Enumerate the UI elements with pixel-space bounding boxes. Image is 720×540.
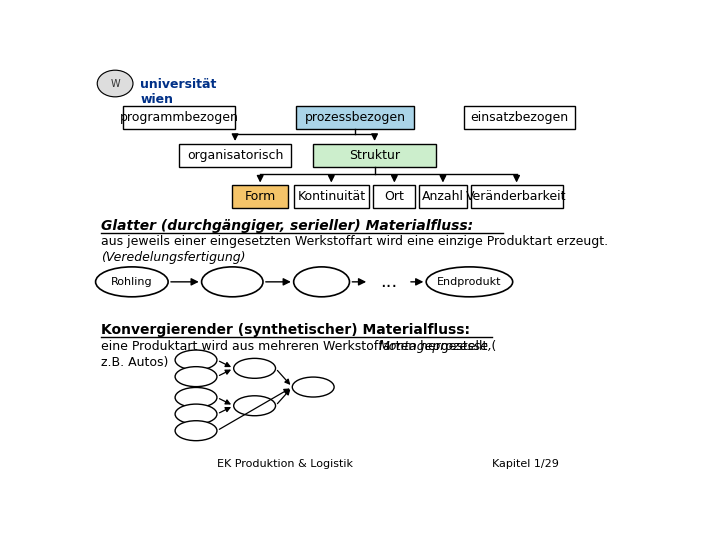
Text: (Veredelungsfertigung): (Veredelungsfertigung) xyxy=(101,251,246,264)
Circle shape xyxy=(97,70,133,97)
Ellipse shape xyxy=(294,267,349,297)
Ellipse shape xyxy=(292,377,334,397)
Text: Ort: Ort xyxy=(384,190,405,204)
Text: Anzahl: Anzahl xyxy=(422,190,464,204)
Ellipse shape xyxy=(202,267,263,297)
Text: Form: Form xyxy=(245,190,276,204)
Text: Montageprozesse,: Montageprozesse, xyxy=(379,340,492,353)
Text: programmbezogen: programmbezogen xyxy=(120,111,239,124)
Text: eine Produktart wird aus mehreren Werkstoffarten hergestellt (: eine Produktart wird aus mehreren Werkst… xyxy=(101,340,496,353)
FancyBboxPatch shape xyxy=(233,185,288,208)
Text: Veränderbarkeit: Veränderbarkeit xyxy=(467,190,567,204)
Ellipse shape xyxy=(175,388,217,407)
Text: aus jeweils einer eingesetzten Werkstoffart wird eine einzige Produktart erzeugt: aus jeweils einer eingesetzten Werkstoff… xyxy=(101,235,608,248)
Text: Endprodukt: Endprodukt xyxy=(437,277,502,287)
Text: Konvergierender (synthetischer) Materialfluss:: Konvergierender (synthetischer) Material… xyxy=(101,323,470,338)
Text: W: W xyxy=(110,78,120,89)
Text: einsatzbezogen: einsatzbezogen xyxy=(471,111,569,124)
Ellipse shape xyxy=(234,359,276,379)
Ellipse shape xyxy=(175,350,217,370)
FancyBboxPatch shape xyxy=(313,144,436,167)
FancyBboxPatch shape xyxy=(179,144,291,167)
Ellipse shape xyxy=(96,267,168,297)
FancyBboxPatch shape xyxy=(124,106,235,129)
Text: z.B. Autos): z.B. Autos) xyxy=(101,356,168,369)
FancyBboxPatch shape xyxy=(374,185,415,208)
FancyBboxPatch shape xyxy=(471,185,562,208)
FancyBboxPatch shape xyxy=(419,185,467,208)
Text: Glatter (durchgängiger, serieller) Materialfluss:: Glatter (durchgängiger, serieller) Mater… xyxy=(101,219,473,233)
Text: ...: ... xyxy=(380,273,397,291)
Text: EK Produktion & Logistik: EK Produktion & Logistik xyxy=(217,459,354,469)
Text: organisatorisch: organisatorisch xyxy=(187,148,283,162)
Text: Kapitel 1/29: Kapitel 1/29 xyxy=(492,459,559,469)
Ellipse shape xyxy=(175,367,217,387)
Text: Rohling: Rohling xyxy=(111,277,153,287)
Text: prozessbezogen: prozessbezogen xyxy=(305,111,405,124)
Ellipse shape xyxy=(234,396,276,416)
Ellipse shape xyxy=(175,421,217,441)
Ellipse shape xyxy=(426,267,513,297)
Text: Struktur: Struktur xyxy=(349,148,400,162)
Text: Kontinuität: Kontinuität xyxy=(297,190,365,204)
FancyBboxPatch shape xyxy=(464,106,575,129)
FancyBboxPatch shape xyxy=(294,185,369,208)
Text: universität
wien: universität wien xyxy=(140,78,217,106)
Ellipse shape xyxy=(175,404,217,424)
FancyBboxPatch shape xyxy=(297,106,413,129)
